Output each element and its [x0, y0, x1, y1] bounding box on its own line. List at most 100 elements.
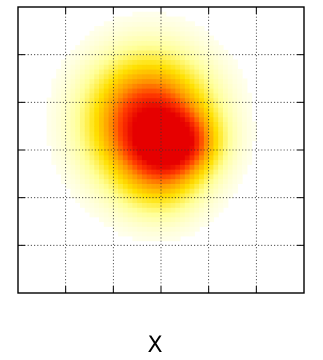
heatmap-cell [194, 207, 200, 213]
heatmap-cell [175, 73, 181, 80]
heatmap-cell [165, 231, 172, 237]
heatmap-cell [94, 183, 100, 189]
heatmap-cell [75, 102, 81, 108]
heatmap-cell [194, 30, 200, 37]
heatmap-cell [218, 121, 224, 127]
heatmap-cell [189, 145, 195, 151]
heatmap-cell [108, 45, 114, 51]
heatmap-cell [60, 83, 67, 89]
heatmap-cell [222, 202, 229, 208]
heatmap-cell [203, 88, 210, 94]
heatmap-cell [84, 135, 91, 142]
heatmap-cell [60, 135, 67, 142]
heatmap-cell [75, 145, 81, 151]
heatmap-cell [103, 102, 110, 108]
heatmap-cell [180, 121, 186, 127]
heatmap-cell [227, 73, 234, 80]
heatmap-cell [108, 40, 114, 46]
heatmap-cell [75, 59, 81, 65]
heatmap-cell [165, 173, 172, 180]
heatmap-cell [99, 88, 105, 94]
heatmap-cell [184, 107, 191, 113]
heatmap-cell [213, 107, 219, 113]
heatmap-cell [170, 154, 176, 161]
heatmap-cell [170, 97, 176, 103]
heatmap-cell [180, 116, 186, 122]
heatmap-cell [122, 178, 129, 184]
heatmap-cell [180, 197, 186, 204]
heatmap-cell [60, 178, 67, 184]
heatmap-cell [180, 21, 186, 27]
heatmap-cell [118, 188, 124, 194]
heatmap-cell [161, 35, 167, 41]
heatmap-cell [151, 59, 157, 65]
heatmap-cell [199, 88, 205, 94]
heatmap-cell [122, 159, 129, 165]
heatmap-cell [127, 221, 133, 227]
heatmap-cell [122, 49, 129, 56]
heatmap-cell [103, 207, 110, 213]
heatmap-cell [137, 121, 143, 127]
heatmap-cell [137, 130, 143, 137]
heatmap-cell [94, 45, 100, 51]
heatmap-cell [227, 97, 234, 103]
heatmap-cell [146, 40, 153, 46]
heatmap-cell [151, 11, 157, 18]
heatmap-cell [222, 159, 229, 165]
heatmap-cell [127, 183, 133, 189]
heatmap-cell [156, 16, 162, 22]
heatmap-cell [127, 178, 133, 184]
heatmap-cell [122, 21, 129, 27]
heatmap-cell [203, 64, 210, 70]
heatmap-cell [165, 78, 172, 84]
heatmap-cell [137, 135, 143, 142]
heatmap-cell [79, 192, 86, 199]
heatmap-cell [151, 178, 157, 184]
heatmap-cell [122, 216, 129, 223]
heatmap-cell [218, 49, 224, 56]
heatmap-cell [94, 135, 100, 142]
heatmap-cell [242, 130, 248, 137]
heatmap-cell [146, 97, 153, 103]
heatmap-cell [203, 159, 210, 165]
heatmap-cell [127, 216, 133, 223]
heatmap-cell [70, 145, 76, 151]
heatmap-cell [208, 178, 215, 184]
heatmap-cell [113, 97, 119, 103]
heatmap-cell [151, 140, 157, 146]
heatmap-cell [137, 88, 143, 94]
heatmap-cell [208, 88, 215, 94]
heatmap-cell [103, 211, 110, 218]
heatmap-cell [151, 216, 157, 223]
heatmap-cell [146, 183, 153, 189]
heatmap-cell [94, 35, 100, 41]
heatmap-cell [208, 159, 215, 165]
heatmap-cell [75, 83, 81, 89]
heatmap-cell [151, 30, 157, 37]
heatmap-cell [122, 64, 129, 70]
heatmap-cell [189, 35, 195, 41]
heatmap-cell [232, 88, 238, 94]
heatmap-cell [218, 150, 224, 156]
heatmap-cell [79, 83, 86, 89]
heatmap-cell [132, 64, 138, 70]
heatmap-cell [146, 173, 153, 180]
heatmap-cell [113, 40, 119, 46]
heatmap-cell [84, 188, 91, 194]
heatmap-cell [199, 40, 205, 46]
heatmap-cell [203, 35, 210, 41]
heatmap-cell [79, 154, 86, 161]
heatmap-cell [79, 126, 86, 132]
heatmap-cell [180, 192, 186, 199]
heatmap-cell [156, 92, 162, 99]
heatmap-cell [218, 188, 224, 194]
heatmap-cell [242, 97, 248, 103]
heatmap-cell [118, 68, 124, 75]
heatmap-cell [161, 150, 167, 156]
heatmap-cell [161, 221, 167, 227]
heatmap-cell [94, 30, 100, 37]
heatmap-cell [118, 88, 124, 94]
heatmap-cell [175, 107, 181, 113]
heatmap-cell [89, 54, 95, 61]
